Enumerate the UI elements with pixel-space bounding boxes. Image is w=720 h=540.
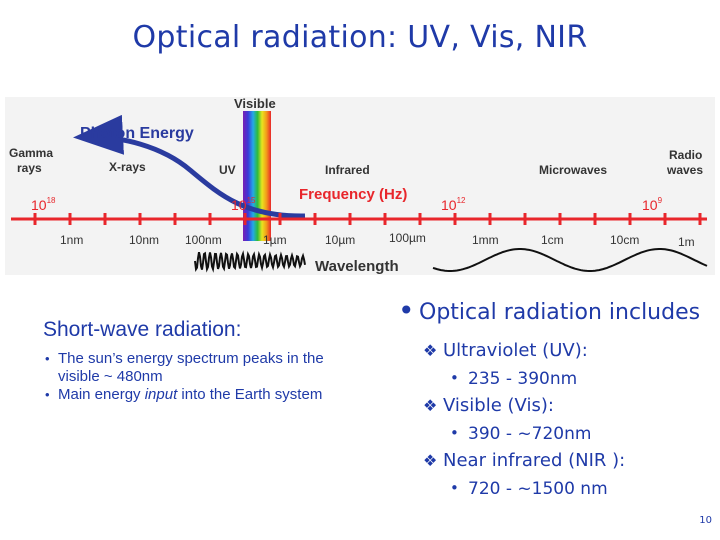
diamond-bullet-icon: ❖ bbox=[423, 451, 438, 470]
band-x-rays: X-rays bbox=[109, 160, 146, 174]
band-infrared: Infrared bbox=[325, 163, 370, 177]
bullet-main-energy-pre: Main energy bbox=[58, 386, 145, 403]
spectrum-axis-ticks bbox=[33, 213, 702, 225]
long-wavelength-wave bbox=[432, 248, 708, 272]
diamond-bullet-icon: ❖ bbox=[423, 396, 438, 415]
optical-radiation-main-text: Optical radiation includes bbox=[419, 300, 701, 325]
frequency-tick-10-9: 109 bbox=[642, 196, 663, 213]
band-radio-waves-line2: waves bbox=[666, 163, 703, 177]
wavelength-tick-100um: 100µm bbox=[389, 231, 426, 245]
bullet-dot: • bbox=[45, 387, 50, 402]
bullet-dot: • bbox=[450, 479, 459, 497]
bullet-main-energy-input: • Main energy input into the Earth syste… bbox=[43, 386, 343, 404]
bullet-dot: • bbox=[398, 294, 415, 327]
bullet-main-energy-post: into the Earth system bbox=[177, 386, 323, 403]
band-microwaves: Microwaves bbox=[539, 163, 607, 177]
wavelength-tick-1mm: 1mm bbox=[472, 233, 499, 247]
short-wavelength-wave bbox=[194, 250, 306, 273]
bullet-dot: • bbox=[450, 424, 459, 442]
visible-range-text: 390 - ~720nm bbox=[468, 424, 592, 444]
nir-item-label: Near infrared (NIR ): bbox=[443, 450, 626, 471]
bullet-energy-spectrum-text: The sun’s energy spectrum peaks in the v… bbox=[58, 350, 324, 385]
frequency-tick-10-15: 1015 bbox=[231, 196, 256, 213]
photon-energy-label: Photon Energy bbox=[80, 125, 194, 142]
short-wave-radiation-block: Short-wave radiation: • The sun’s energy… bbox=[43, 318, 343, 404]
band-uv: UV bbox=[219, 163, 236, 177]
electromagnetic-spectrum-figure: Visible Photon Energy Gamma rays X-rays … bbox=[5, 96, 715, 275]
wavelength-tick-10cm: 10cm bbox=[610, 233, 639, 247]
uv-item-label: Ultraviolet (UV): bbox=[443, 340, 588, 361]
wavelength-tick-10um: 10µm bbox=[325, 233, 355, 247]
visible-band-column bbox=[243, 111, 271, 241]
band-radio-waves-line1: Radio bbox=[669, 148, 702, 162]
nir-item: ❖ Near infrared (NIR ): bbox=[423, 450, 718, 479]
nir-range-text: 720 - ~1500 nm bbox=[468, 479, 608, 499]
nir-range: • 720 - ~1500 nm bbox=[450, 479, 718, 505]
wavelength-axis-label: Wavelength bbox=[315, 258, 399, 275]
wavelength-tick-100nm: 100nm bbox=[185, 233, 222, 247]
short-wave-bullet-list: • The sun’s energy spectrum peaks in the… bbox=[43, 350, 343, 404]
wavelength-tick-10nm: 10nm bbox=[129, 233, 159, 247]
frequency-tick-10-18: 1018 bbox=[31, 196, 56, 213]
wavelength-tick-1um: 1µm bbox=[263, 233, 287, 247]
optical-radiation-block: • Optical radiation includes ❖ Ultraviol… bbox=[398, 294, 718, 505]
wavelength-ticks: 1nm 10nm 100nm 1µm 10µm 100µm 1mm 1cm 10… bbox=[60, 231, 695, 249]
frequency-tick-10-12: 1012 bbox=[441, 196, 466, 213]
uv-item: ❖ Ultraviolet (UV): bbox=[423, 340, 718, 369]
uv-range: • 235 - 390nm bbox=[450, 369, 718, 395]
bullet-energy-spectrum: • The sun’s energy spectrum peaks in the… bbox=[43, 350, 343, 386]
band-gamma-rays-line2: rays bbox=[17, 161, 42, 175]
visible-range: • 390 - ~720nm bbox=[450, 424, 718, 450]
frequency-axis-label: Frequency (Hz) bbox=[299, 186, 407, 203]
wavelength-tick-1nm: 1nm bbox=[60, 233, 83, 247]
visible-label: Visible bbox=[234, 96, 276, 111]
bullet-main-energy-emphasis: input bbox=[144, 386, 178, 403]
short-wave-heading: Short-wave radiation: bbox=[43, 318, 242, 341]
diamond-bullet-icon: ❖ bbox=[423, 341, 438, 360]
wavelength-tick-1m: 1m bbox=[678, 235, 695, 249]
photon-energy-curve bbox=[73, 114, 306, 219]
wavelength-tick-1cm: 1cm bbox=[541, 233, 564, 247]
bullet-dot: • bbox=[45, 351, 50, 366]
visible-item: ❖ Visible (Vis): bbox=[423, 395, 718, 424]
uv-range-text: 235 - 390nm bbox=[468, 369, 578, 389]
band-gamma-rays-line1: Gamma bbox=[9, 146, 53, 160]
page-number: 10 bbox=[699, 515, 712, 526]
visible-item-label: Visible (Vis): bbox=[443, 395, 554, 416]
optical-radiation-main-bullet: • Optical radiation includes bbox=[398, 294, 718, 340]
bullet-dot: • bbox=[450, 369, 459, 387]
slide-title: Optical radiation: UV, Vis, NIR bbox=[132, 20, 588, 55]
